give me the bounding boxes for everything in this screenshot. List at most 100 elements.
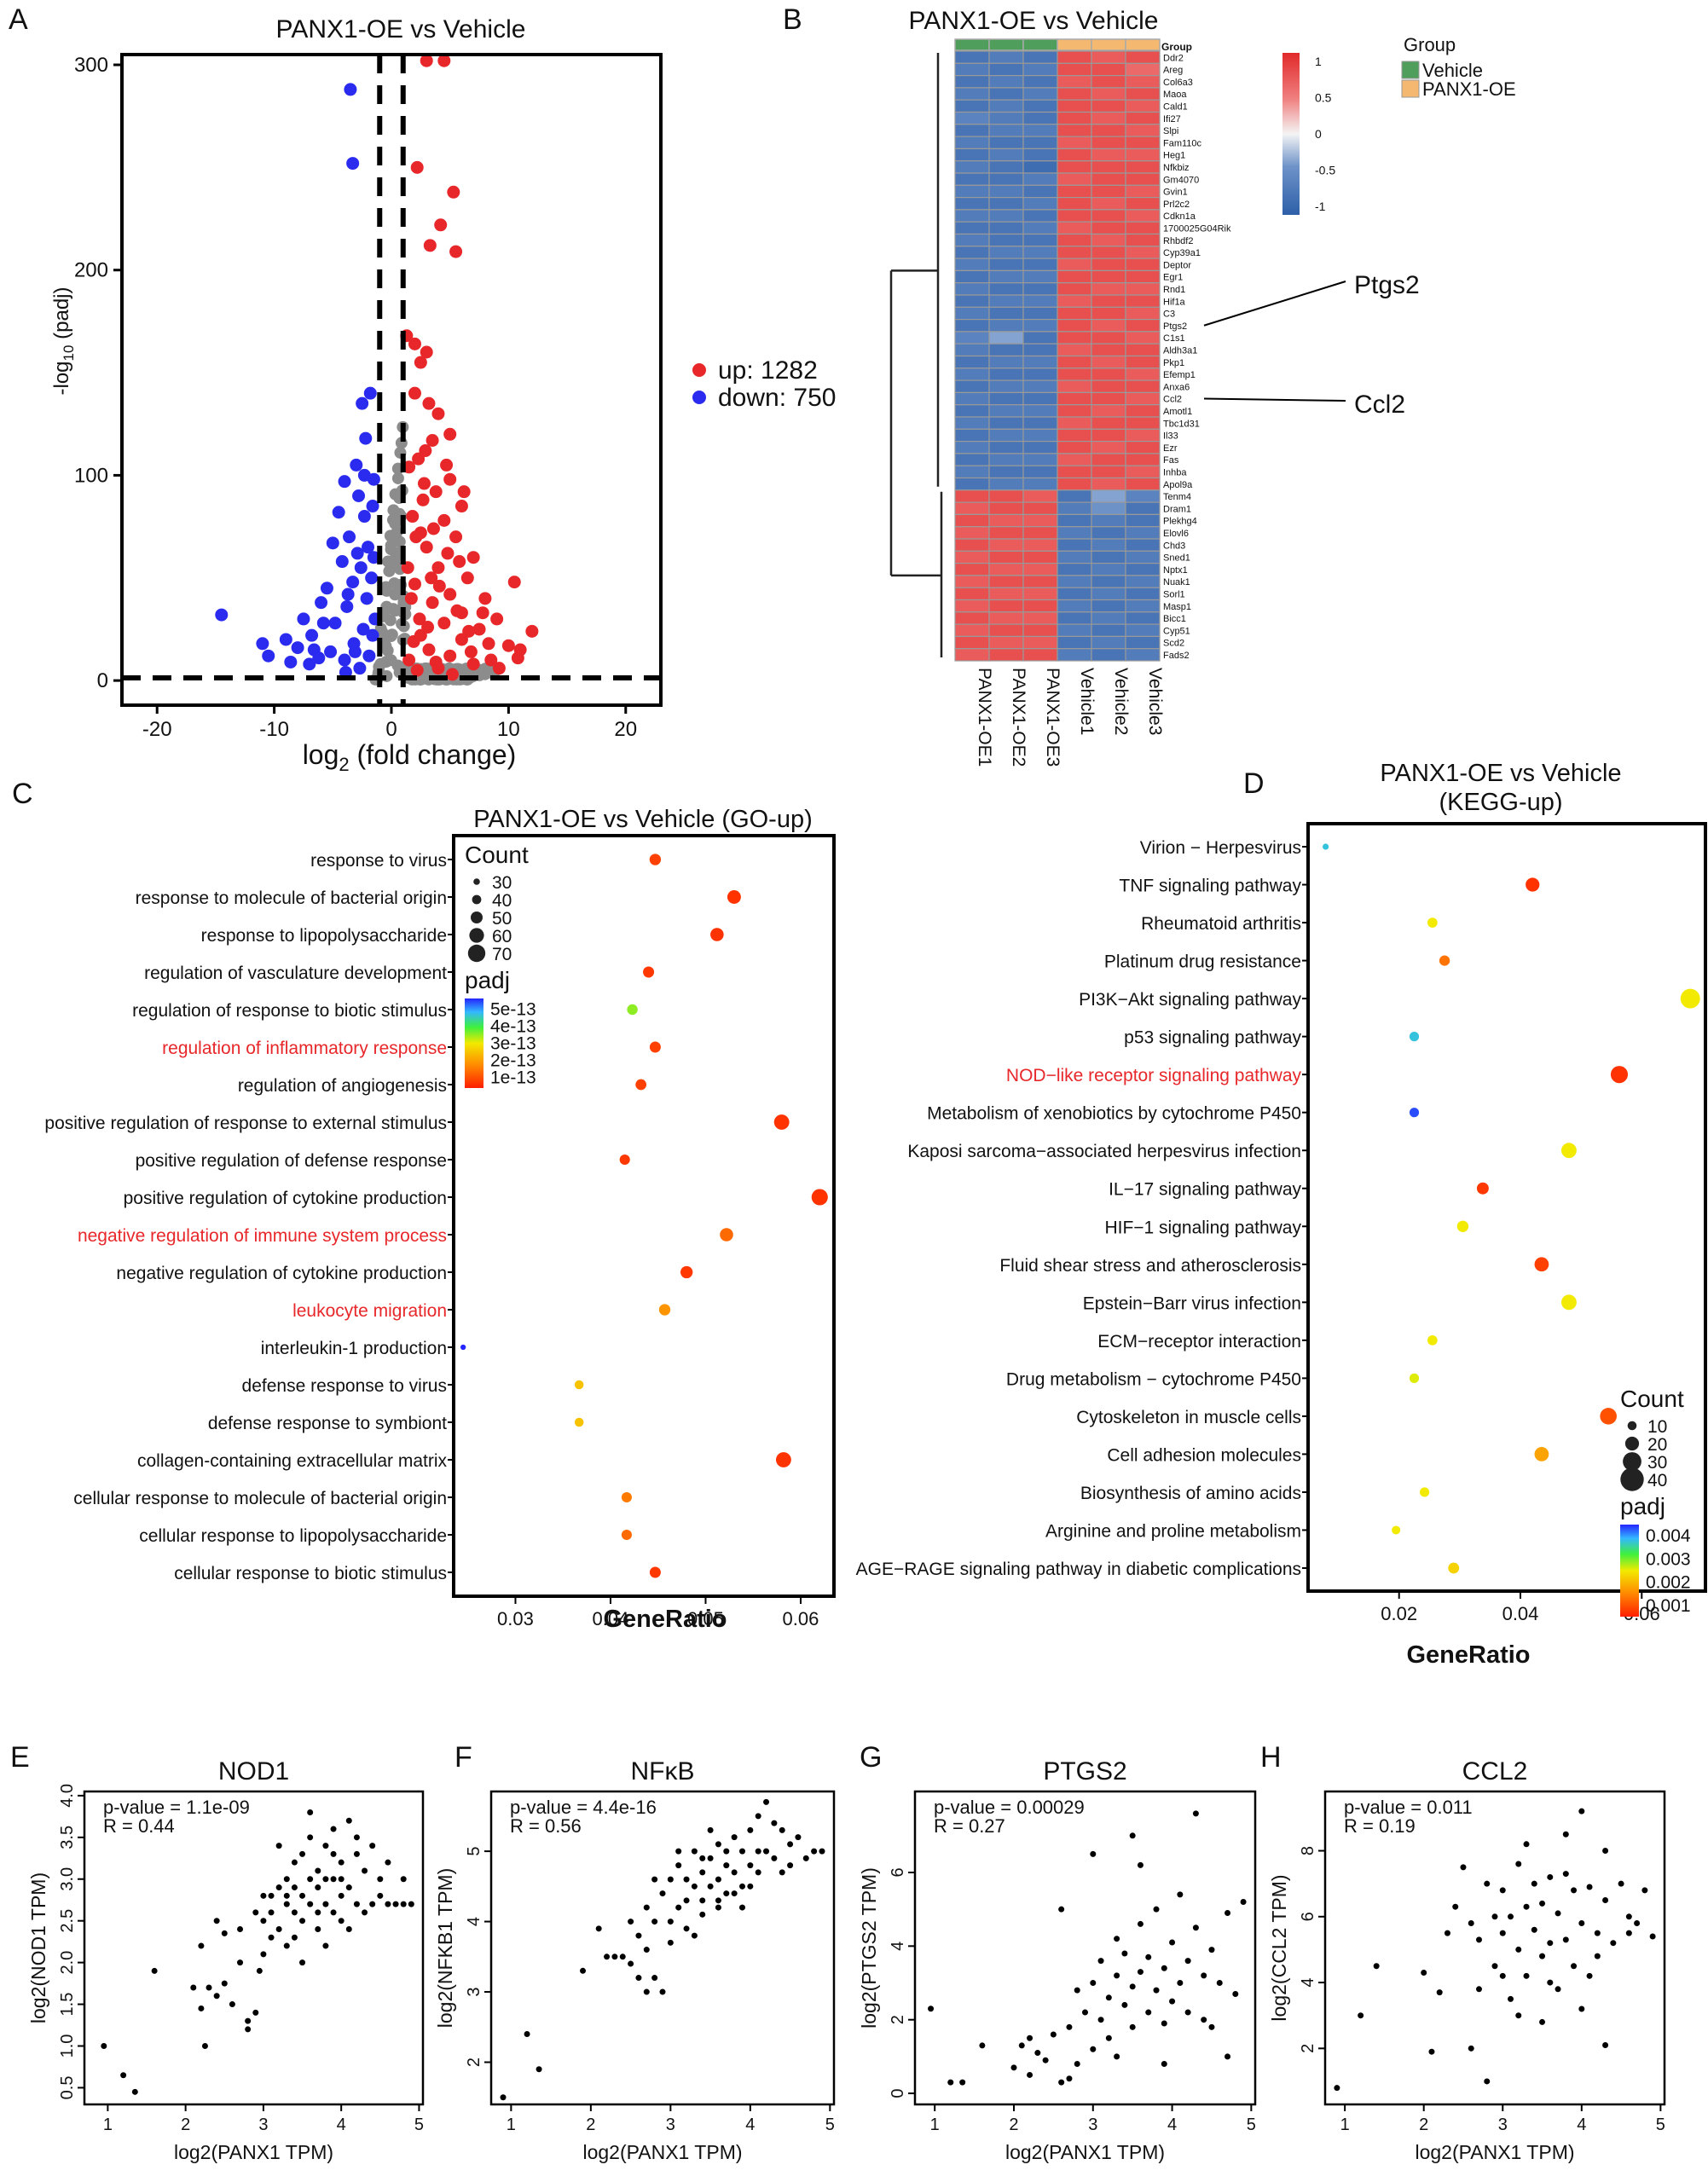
up-gene-point [420, 55, 433, 67]
sample-point [715, 1904, 721, 1911]
y-tick-label: 5 [465, 1847, 483, 1856]
up-gene-point [420, 541, 433, 554]
correlation-frame [913, 1790, 1257, 2106]
heatmap-cell [954, 124, 990, 137]
sample-point [643, 1988, 650, 1995]
heatmap-cell [954, 635, 990, 650]
sample-point [651, 1876, 658, 1883]
sample-point [1436, 1989, 1443, 1996]
term-dot [775, 1452, 791, 1467]
sample-point [1539, 1953, 1546, 1959]
y-tick-label: 1.0 [58, 2034, 77, 2058]
heatmap-cell [954, 575, 990, 588]
r-label: R = 0.27 [934, 1815, 1005, 1837]
sample-point [595, 1925, 602, 1932]
correlation-y-axis-label: log2(NFKB1 TPM) [434, 1868, 456, 2028]
sample-point [1097, 1958, 1104, 1965]
heatmap-cell [1091, 160, 1126, 174]
heatmap-cell [1125, 599, 1161, 613]
term-dot [680, 1265, 693, 1279]
up-gene-point [437, 616, 451, 630]
down-gene-point [366, 628, 379, 642]
gene-label: Apol9a [1163, 480, 1193, 490]
term-dot [1534, 1447, 1549, 1461]
sample-point [755, 1869, 761, 1876]
sample-point [1177, 1891, 1184, 1898]
heatmap-cell [1091, 404, 1126, 418]
heatmap-cell [1057, 269, 1092, 284]
down-gene-point [344, 83, 357, 96]
x-tick-label: 0.02 [1381, 1603, 1417, 1624]
term-label: leukocyte migration [292, 1301, 447, 1321]
heatmap-cell [1125, 391, 1161, 406]
sample-point [1508, 1995, 1514, 2002]
sample-column-label: PANX1-OE3 [1043, 668, 1062, 767]
heatmap-cell [1057, 440, 1092, 454]
heatmap-cell [1057, 124, 1092, 137]
heatmap-cell [1091, 184, 1126, 199]
down-gene-point [353, 662, 367, 675]
sample-point [691, 1883, 698, 1890]
heatmap-cell [1057, 550, 1092, 564]
heatmap-cell [1091, 319, 1126, 333]
heatmap-cell [954, 221, 990, 235]
heatmap-cell [1022, 209, 1058, 223]
correlation-x-axis-label: log2(PANX1 TPM) [1005, 2141, 1165, 2163]
sample-point [1137, 1969, 1143, 1976]
heatmap-cell [1057, 562, 1092, 576]
sample-point [330, 1826, 337, 1832]
up-gene-point [423, 239, 437, 252]
sample-point [245, 2026, 252, 2033]
sample-point [260, 1918, 267, 1924]
up-gene-point [404, 592, 418, 605]
sample-point [611, 1953, 618, 1960]
sample-point [1232, 1990, 1239, 1997]
y-tick-label: 4 [1299, 1978, 1317, 1988]
r-label: R = 0.44 [103, 1815, 175, 1837]
down-gene-point [324, 645, 338, 658]
heatmap-cell [954, 368, 990, 381]
heatmap-cell [954, 453, 990, 466]
x-tick-label: 2 [1009, 2115, 1018, 2134]
heatmap-cell [988, 258, 1024, 272]
sample-point [345, 1817, 352, 1824]
sample-point [385, 1901, 391, 1907]
kegg-title: PANX1-OE vs Vehicle [1380, 760, 1621, 787]
y-tick-label: 2 [889, 2015, 907, 2024]
sample-point [715, 1897, 721, 1904]
sample-point [252, 1909, 259, 1916]
heatmap-cell [1091, 587, 1126, 601]
gene-label: Cyp51 [1163, 626, 1190, 636]
sample-point [1555, 1910, 1561, 1917]
sample-point [1515, 1861, 1522, 1867]
sample-point [221, 1930, 228, 1936]
sample-point [1121, 2001, 1128, 2008]
sample-point [1161, 2061, 1167, 2068]
padj-legend-label: 5e-13 [490, 1000, 536, 1020]
sample-point [385, 1859, 391, 1866]
heatmap-cell [1057, 50, 1092, 64]
heatmap-cell [1125, 50, 1161, 64]
sample-point [1491, 1913, 1498, 1920]
heatmap-cell [1022, 160, 1058, 174]
gene-label: Dram1 [1163, 504, 1191, 514]
y-tick-label: 2.5 [58, 1909, 77, 1933]
go-dotplot: PANX1-OE vs Vehicle (GO-up) GeneRatio re… [44, 806, 836, 1633]
heatmap-cell [1091, 258, 1126, 272]
down-gene-point [335, 555, 349, 569]
heatmap-cell [1057, 294, 1092, 308]
sample-point [322, 1876, 329, 1883]
sample-point [643, 1947, 650, 1953]
x-tick-label: 0 [385, 718, 397, 741]
gene-label: Heg1 [1163, 151, 1185, 161]
heatmap-cell [954, 306, 990, 321]
sample-point [787, 1862, 794, 1869]
sample-point [353, 1850, 360, 1857]
sample-point [1562, 1936, 1569, 1943]
padj-legend-label: 0.004 [1646, 1526, 1691, 1546]
heatmap-cell [1091, 269, 1126, 284]
heatmap-cell [1125, 160, 1161, 174]
sample-point [731, 1890, 738, 1897]
sample-point [779, 1869, 785, 1876]
term-dot [1526, 877, 1540, 892]
